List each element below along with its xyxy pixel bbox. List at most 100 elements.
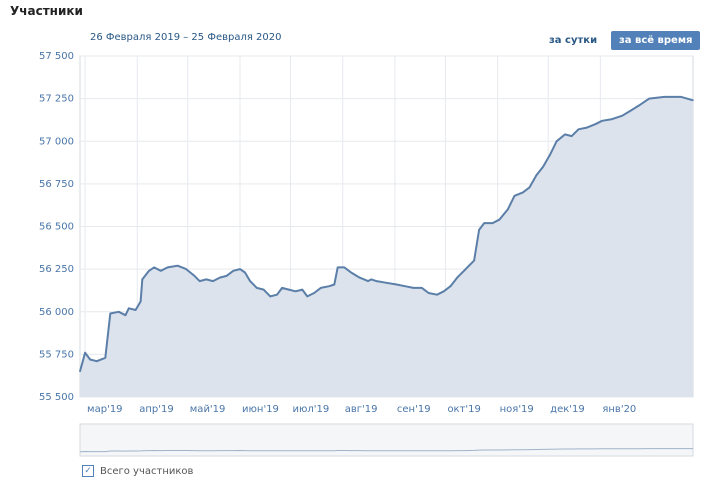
legend-label: Всего участников [100,465,194,477]
x-tick-label: ноя'19 [500,404,534,415]
data-point [577,128,580,131]
data-point [463,270,465,272]
x-tick-label: сен'19 [397,404,431,415]
x-tick-label: июн'19 [242,404,279,415]
data-point [473,259,475,262]
data-point [601,120,603,122]
data-point [555,140,558,143]
data-point [375,280,378,282]
y-tick-label: 55 500 [39,392,74,403]
data-point [535,174,538,177]
y-tick-label: 56 750 [39,179,74,190]
per-day-button[interactable]: за сутки [549,35,598,46]
x-tick-label: дек'19 [550,404,585,415]
data-point [166,266,169,269]
data-point [648,97,650,100]
data-point [436,293,438,296]
all-time-button[interactable]: за всё время [611,31,701,50]
data-point [522,191,524,194]
data-point [507,208,509,211]
data-point [306,295,309,298]
data-point [89,358,91,361]
data-point [269,295,272,298]
data-point [176,264,179,267]
data-point [239,268,241,270]
y-tick-label: 57 500 [39,51,74,62]
data-point [153,266,155,269]
data-point [412,287,415,289]
data-point [367,280,369,282]
date-range: 26 Февраля 2019 – 25 Февраля 2020 [90,32,282,43]
data-point [456,276,459,279]
data-point [276,293,278,296]
chart-title: Участники [10,4,83,18]
legend-checkbox[interactable]: ✓ [82,465,94,477]
data-point [193,275,196,277]
data-point [333,283,336,286]
data-point [232,270,235,272]
data-point [449,285,452,288]
data-point [350,271,352,274]
navigator-line [79,448,693,453]
data-point [621,114,624,117]
y-tick-label: 56 000 [39,307,74,318]
data-point [160,270,162,272]
data-point [205,278,208,281]
y-tick-label: 55 750 [39,349,74,360]
data-point [404,285,406,288]
data-point [262,288,265,291]
data-point [528,186,531,189]
data-point [570,135,573,137]
data-point [491,222,494,224]
x-tick-label: апр'19 [139,404,174,415]
data-point [320,287,322,289]
data-point [663,96,666,98]
x-tick-label: май'19 [190,404,226,415]
data-point [542,166,544,168]
data-point [692,99,694,102]
data-point [313,292,315,294]
data-point [198,280,201,282]
data-point [370,278,373,281]
data-point [586,126,588,129]
y-tick-label: 57 250 [39,94,74,105]
data-point [124,314,127,317]
data-point [336,266,339,269]
data-point [288,288,290,291]
data-point [427,292,430,294]
data-point [301,288,304,291]
data-point [148,270,150,272]
data-point [483,222,486,224]
data-point [594,123,597,125]
x-tick-label: окт'19 [447,404,480,415]
data-point [395,283,398,286]
data-point [249,280,251,282]
x-tick-label: июл'19 [293,404,330,415]
data-point [564,133,566,136]
data-point [513,195,516,197]
data-point [96,360,98,363]
data-point [680,96,682,98]
data-point [255,287,258,289]
data-point [294,290,297,293]
data-point [128,307,130,310]
data-point [212,280,214,282]
x-tick-label: авг'19 [345,404,378,415]
data-point [638,104,640,107]
data-point [328,285,331,288]
data-point [79,370,81,373]
x-tick-label: мар'19 [87,404,123,415]
data-point [385,282,388,284]
data-point [104,357,107,359]
data-point [244,271,246,274]
data-point [629,109,632,112]
data-point [84,351,86,354]
data-point [549,154,551,156]
data-point [343,266,346,269]
data-point [185,268,187,270]
y-tick-label: 56 250 [39,264,74,275]
x-tick-label: янв'20 [602,404,636,415]
data-point [225,275,228,277]
legend: ✓ Всего участников [82,465,193,477]
data-point [134,309,137,311]
